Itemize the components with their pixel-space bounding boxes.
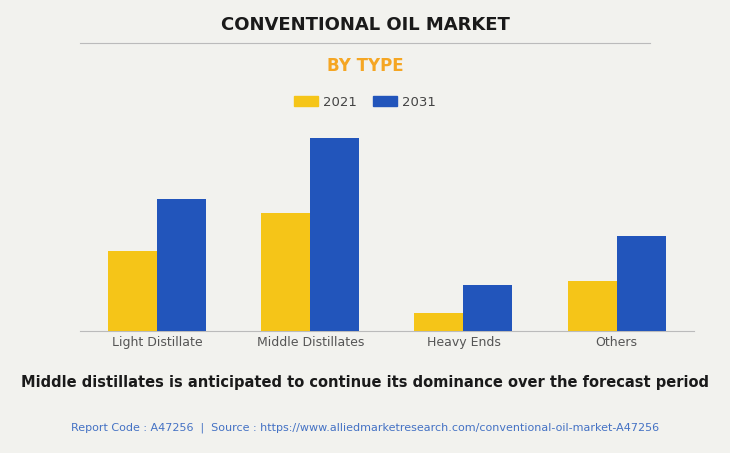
Bar xyxy=(568,281,617,331)
Bar xyxy=(108,251,157,331)
Bar xyxy=(310,138,359,331)
Bar xyxy=(261,213,310,331)
Bar xyxy=(157,199,206,331)
Text: BY TYPE: BY TYPE xyxy=(327,57,403,75)
Bar xyxy=(415,313,464,331)
Bar xyxy=(617,236,666,331)
Text: Report Code : A47256  |  Source : https://www.alliedmarketresearch.com/conventio: Report Code : A47256 | Source : https://… xyxy=(71,423,659,434)
Text: Middle distillates is anticipated to continue its dominance over the forecast pe: Middle distillates is anticipated to con… xyxy=(21,375,709,390)
Text: CONVENTIONAL OIL MARKET: CONVENTIONAL OIL MARKET xyxy=(220,16,510,34)
Bar xyxy=(464,285,512,331)
Legend: 2021, 2031: 2021, 2031 xyxy=(289,91,441,114)
